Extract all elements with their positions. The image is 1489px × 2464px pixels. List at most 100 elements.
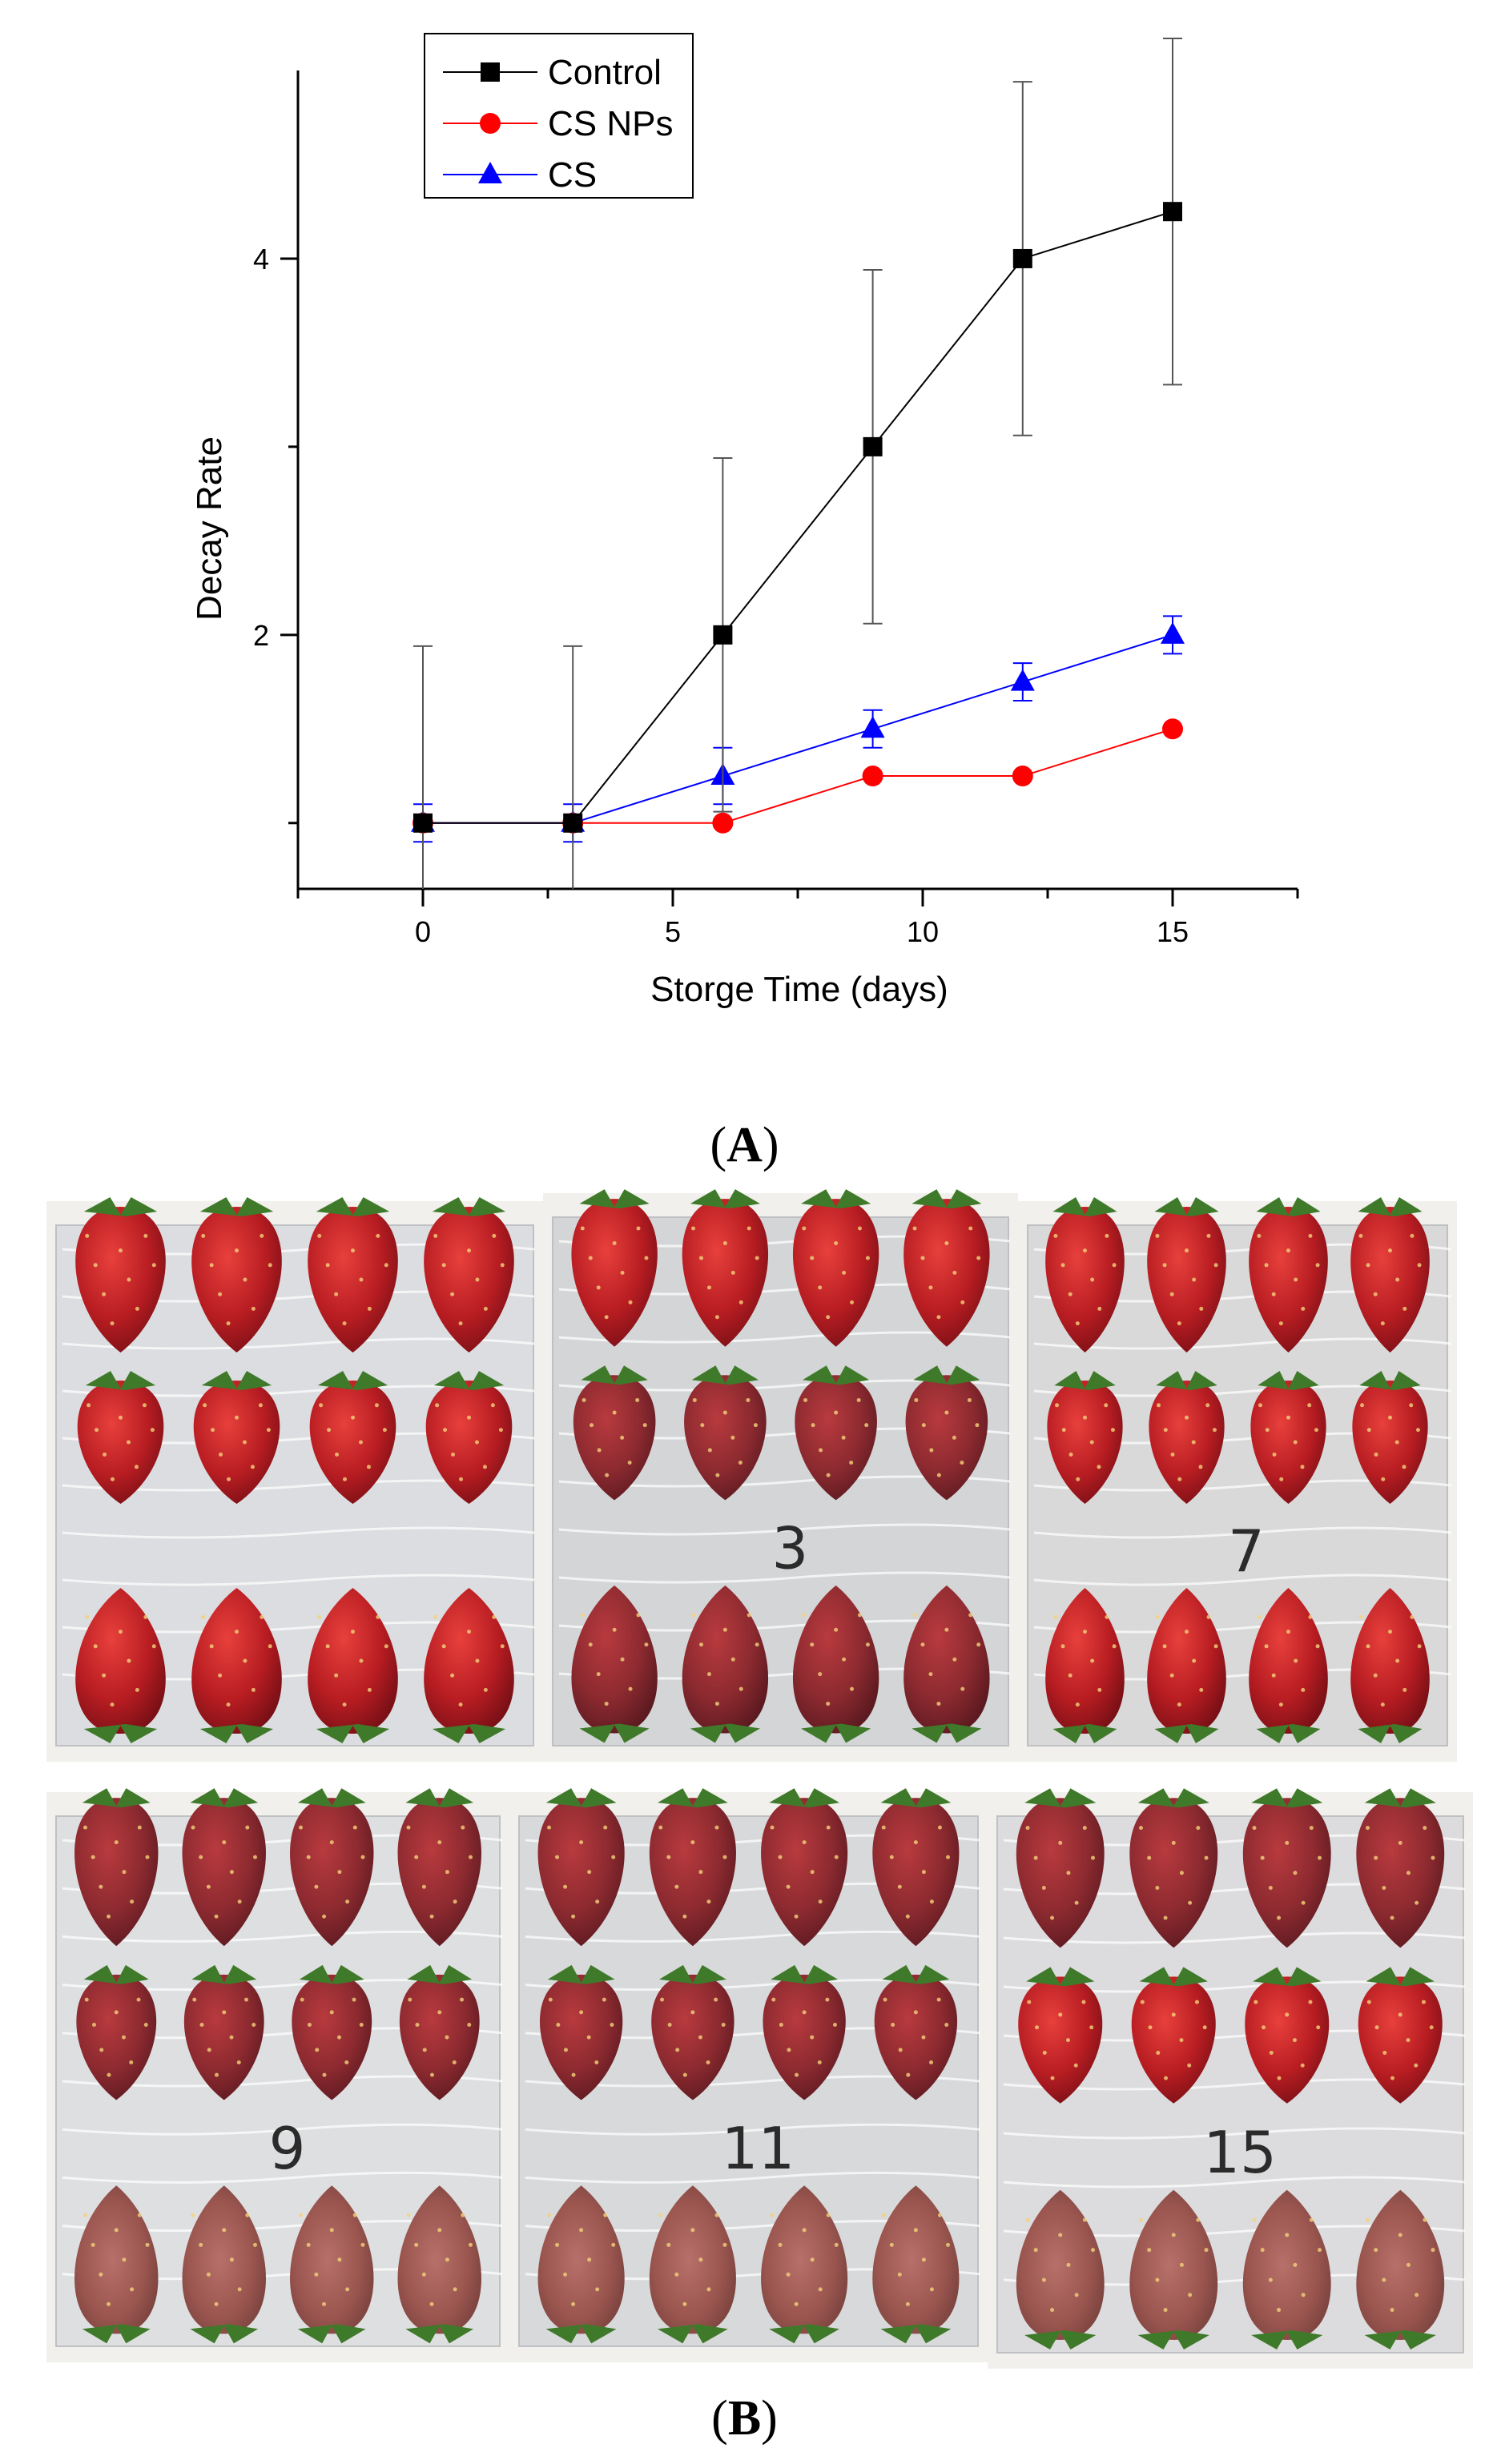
strawberry-seed xyxy=(1060,1263,1065,1268)
strawberry-seed xyxy=(889,2242,894,2247)
strawberry-seed xyxy=(211,1428,215,1433)
strawberry-seed xyxy=(1417,1263,1422,1268)
strawberry-body xyxy=(290,1798,374,1947)
strawberry-seed xyxy=(1390,1915,1394,1920)
strawberry xyxy=(424,1588,514,1743)
strawberry-seed xyxy=(698,2035,702,2040)
strawberry-seed xyxy=(1277,1915,1282,1920)
strawberry-seed xyxy=(658,1825,663,1830)
strawberry-seed xyxy=(127,1277,131,1282)
strawberry-seed xyxy=(1171,1840,1176,1845)
strawberry-seed xyxy=(905,1914,910,1919)
strawberry xyxy=(1147,1197,1226,1353)
strawberry-seed xyxy=(237,1899,242,1904)
strawberry-seed xyxy=(1423,1826,1427,1831)
strawberry-body xyxy=(1149,1381,1225,1504)
strawberry-seed xyxy=(344,2060,349,2064)
strawberry xyxy=(1131,1967,1216,2104)
strawberry-seed xyxy=(307,2022,312,2027)
strawberry-seed xyxy=(952,1270,957,1275)
strawberry-seed xyxy=(137,2213,142,2217)
strawberry-seed xyxy=(563,2048,568,2052)
strawberry-leaves xyxy=(690,1723,760,1743)
strawberry-seed xyxy=(151,1644,156,1649)
strawberry-seed xyxy=(1075,1321,1080,1326)
foil-wrinkle xyxy=(525,2171,980,2184)
strawberry-seed xyxy=(1257,1614,1262,1619)
strawberry-leaves xyxy=(297,2324,366,2344)
strawberry xyxy=(792,1189,879,1347)
strawberry-seed xyxy=(936,1997,941,2002)
strawberry-seed xyxy=(555,2242,560,2247)
strawberry-seed xyxy=(936,1473,941,1477)
strawberry xyxy=(425,1371,513,1504)
strawberry xyxy=(1356,1788,1445,1948)
legend-label-cs-nps: CS NPs xyxy=(548,104,673,143)
strawberry-body xyxy=(571,1585,658,1734)
strawberry-seed xyxy=(1309,2217,1314,2222)
strawberry-seed xyxy=(114,2228,119,2233)
strawberry-seed xyxy=(715,1473,720,1477)
foil-tray xyxy=(1027,1224,1448,1747)
strawberry-seed xyxy=(1027,2000,1032,2004)
strawberry-leaves xyxy=(316,1197,390,1216)
strawberry-leaves xyxy=(83,1197,158,1216)
strawberry-seed xyxy=(714,1315,719,1320)
strawberry-seed xyxy=(1076,1477,1081,1481)
strawberry-body xyxy=(1242,2189,1331,2340)
strawberry-seed xyxy=(1315,1644,1320,1649)
strawberry-seed xyxy=(1398,1840,1402,1845)
strawberry-body xyxy=(1249,1588,1328,1734)
strawberry xyxy=(1352,1371,1428,1504)
strawberry-leaves xyxy=(882,1964,950,1984)
strawberry-seed xyxy=(134,1465,139,1469)
strawberry-seed xyxy=(235,1248,239,1253)
strawberry-seed xyxy=(794,1914,799,1919)
strawberry-seed xyxy=(1105,1614,1109,1619)
strawberry-seed xyxy=(135,1687,139,1692)
strawberry-seed xyxy=(1264,1644,1269,1649)
strawberry-seed xyxy=(1308,1233,1313,1238)
strawberry-seed xyxy=(237,2287,242,2292)
strawberry-seed xyxy=(266,1428,271,1433)
strawberry-seed xyxy=(319,1403,324,1408)
strawberry-leaves xyxy=(1154,1724,1219,1743)
strawberry-seed xyxy=(1170,1452,1175,1457)
strawberry-seed xyxy=(475,1658,480,1663)
strawberry-seed xyxy=(252,1855,257,1859)
foil-wrinkle xyxy=(62,1574,535,1586)
strawberry-body xyxy=(397,2185,481,2334)
data-point-control xyxy=(563,813,583,833)
strawberry-seed xyxy=(883,1997,887,2002)
strawberry xyxy=(74,1788,159,1947)
strawberry-seed xyxy=(1068,1452,1073,1457)
strawberry-seed xyxy=(1156,2050,1161,2055)
foil-wrinkle xyxy=(62,1621,535,1634)
strawberry-seed xyxy=(1205,1403,1210,1408)
strawberry xyxy=(1242,2189,1331,2349)
strawberry-body xyxy=(1242,1798,1331,1948)
strawberry-seed xyxy=(912,1613,917,1618)
strawberry-seed xyxy=(1068,1292,1072,1296)
strawberry-leaves xyxy=(1137,1788,1209,1808)
foil-wrinkle xyxy=(1033,1432,1451,1445)
foil-wrinkle xyxy=(62,1385,535,1397)
strawberry-seed xyxy=(114,2010,119,2015)
strawberry-seed xyxy=(335,1452,340,1457)
data-point-cs xyxy=(1010,669,1035,691)
strawberry xyxy=(905,1365,988,1501)
strawberry-seed xyxy=(1188,1900,1193,1905)
strawberry-seed xyxy=(1278,1321,1283,1326)
foil-tray xyxy=(55,1224,534,1747)
strawberry-seed xyxy=(143,2022,148,2027)
strawberry-seed xyxy=(976,1256,981,1260)
strawberry-seed xyxy=(114,1840,119,1845)
strawberry-seed xyxy=(251,1306,256,1311)
strawberry-leaves xyxy=(199,1197,274,1216)
strawberry-seed xyxy=(306,2242,311,2247)
strawberry-seed xyxy=(145,1855,150,1859)
strawberry-seed xyxy=(1286,1630,1290,1634)
foil-tray xyxy=(552,1216,1009,1747)
strawberry-seed xyxy=(127,1658,131,1663)
x-tick-label: 10 xyxy=(907,915,939,948)
